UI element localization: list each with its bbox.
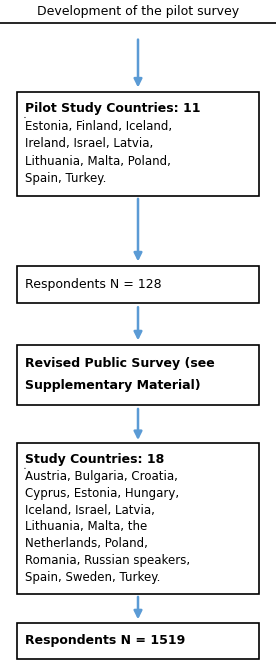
Text: Netherlands, Poland,: Netherlands, Poland, <box>25 537 148 550</box>
FancyBboxPatch shape <box>17 444 259 594</box>
FancyBboxPatch shape <box>17 345 259 405</box>
Text: Austria, Bulgaria, Croatia,: Austria, Bulgaria, Croatia, <box>25 470 178 483</box>
Text: Lithuania, Malta, Poland,: Lithuania, Malta, Poland, <box>25 155 171 168</box>
Text: Romania, Russian speakers,: Romania, Russian speakers, <box>25 554 190 567</box>
Text: Spain, Sweden, Turkey.: Spain, Sweden, Turkey. <box>25 571 160 584</box>
Text: Study Countries: 18: Study Countries: 18 <box>25 453 164 466</box>
Text: Respondents N = 128: Respondents N = 128 <box>25 278 161 291</box>
Text: Development of the pilot survey: Development of the pilot survey <box>37 5 239 18</box>
Text: Lithuania, Malta, the: Lithuania, Malta, the <box>25 520 147 533</box>
Text: Estonia, Finland, Iceland,: Estonia, Finland, Iceland, <box>25 120 172 133</box>
Text: Ireland, Israel, Latvia,: Ireland, Israel, Latvia, <box>25 137 153 151</box>
FancyBboxPatch shape <box>17 92 259 196</box>
Text: Iceland, Israel, Latvia,: Iceland, Israel, Latvia, <box>25 504 155 516</box>
Text: Revised Public Survey (see: Revised Public Survey (see <box>25 357 215 370</box>
FancyBboxPatch shape <box>17 266 259 303</box>
Text: Supplementary Material): Supplementary Material) <box>25 379 200 392</box>
Text: Spain, Turkey.: Spain, Turkey. <box>25 173 106 185</box>
FancyBboxPatch shape <box>17 622 259 660</box>
Text: Cyprus, Estonia, Hungary,: Cyprus, Estonia, Hungary, <box>25 487 179 500</box>
Text: Respondents N = 1519: Respondents N = 1519 <box>25 634 185 648</box>
Text: Pilot Study Countries: 11: Pilot Study Countries: 11 <box>25 102 200 115</box>
